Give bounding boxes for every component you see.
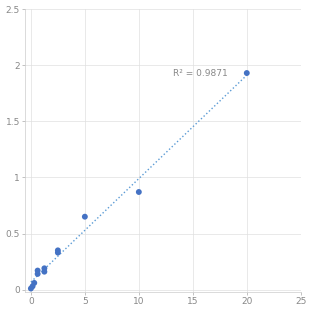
Point [35, 271, 40, 276]
Point [42, 266, 47, 271]
Point [32, 280, 37, 285]
Point [82, 214, 87, 219]
Point [55, 248, 60, 253]
Text: R² = 0.9871: R² = 0.9871 [173, 69, 228, 77]
Point [30, 284, 35, 289]
Point [35, 268, 40, 273]
Point [136, 189, 141, 194]
Point [42, 269, 47, 274]
Point [244, 71, 249, 76]
Point [28, 286, 33, 291]
Point [55, 250, 60, 255]
